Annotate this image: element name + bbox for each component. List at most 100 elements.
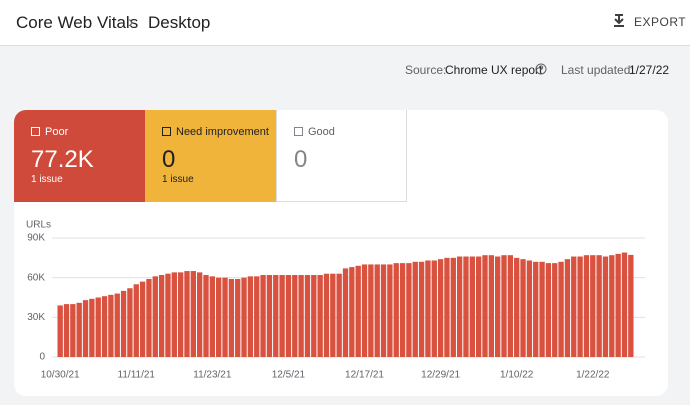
- source-label: Source:: [405, 63, 447, 77]
- bar: [399, 263, 406, 357]
- bar: [482, 255, 488, 357]
- checkbox[interactable]: [31, 127, 40, 136]
- export-icon[interactable]: [612, 14, 626, 28]
- bar: [596, 255, 602, 357]
- bar: [209, 276, 216, 357]
- bar: [114, 293, 120, 357]
- tile-issues: 1 issue: [162, 174, 194, 185]
- x-tick-label: 11/11/21: [118, 370, 156, 381]
- bar: [196, 272, 203, 357]
- bar: [336, 273, 342, 357]
- bar: [621, 252, 628, 357]
- bar: [171, 272, 177, 357]
- bar: [380, 264, 387, 357]
- good-tile[interactable]: Good 0: [276, 110, 407, 202]
- bar: [127, 288, 133, 357]
- y-axis-label: URLs: [26, 220, 51, 231]
- bar: [450, 257, 456, 357]
- top-bar: [0, 0, 690, 46]
- bar: [495, 256, 501, 357]
- bar: [216, 277, 222, 357]
- bar: [374, 264, 380, 357]
- bar: [418, 261, 425, 357]
- bar: [184, 271, 190, 357]
- bar: [488, 255, 495, 357]
- chart: URLs 0 30K 60K 90K 10/30/21 11/11/21 11/23/21 1…: [26, 220, 645, 381]
- bar: [602, 256, 609, 357]
- bar: [526, 260, 533, 357]
- need-improvement-tile[interactable]: Need improvement 0 1 issue: [145, 110, 276, 202]
- bar: [158, 275, 165, 357]
- y-tick-label: 0: [39, 352, 45, 363]
- bar: [342, 268, 349, 357]
- bar: [241, 277, 247, 357]
- bar: [70, 304, 76, 357]
- bar: [425, 260, 431, 357]
- y-tick-label: 30K: [27, 312, 45, 323]
- bar: [317, 275, 323, 357]
- bar: [558, 261, 564, 357]
- bar: [266, 275, 273, 357]
- checkbox[interactable]: [294, 127, 303, 136]
- bar: [387, 264, 393, 357]
- tile-value: 0: [294, 146, 308, 173]
- bar: [101, 296, 108, 357]
- export-button[interactable]: EXPORT: [634, 15, 687, 29]
- bar: [406, 263, 412, 357]
- bar: [514, 257, 520, 357]
- bar: [577, 256, 583, 357]
- bar: [63, 304, 70, 357]
- bar: [82, 300, 89, 357]
- tile-issues: 1 issue: [31, 174, 63, 185]
- bar: [539, 261, 545, 357]
- breadcrumb-root[interactable]: Core Web Vitals: [16, 13, 139, 32]
- bar: [235, 278, 241, 357]
- checkbox[interactable]: [162, 127, 171, 136]
- bar: [298, 275, 304, 357]
- tile-value: 0: [162, 146, 176, 173]
- bar: [393, 263, 399, 357]
- poor-tile[interactable]: Poor 77.2K 1 issue: [14, 110, 145, 202]
- bar: [615, 253, 621, 357]
- tile-label: Need improvement: [176, 126, 269, 138]
- bar: [469, 256, 475, 357]
- bar: [254, 276, 260, 357]
- y-tick-label: 60K: [27, 272, 45, 283]
- bar: [203, 275, 209, 357]
- bar: [355, 265, 361, 357]
- x-tick-label: 12/17/21: [345, 370, 384, 381]
- bar: [609, 255, 615, 357]
- x-tick-label: 10/30/21: [41, 370, 80, 381]
- bar: [279, 275, 285, 357]
- bar: [361, 264, 368, 357]
- updated-label: Last updated:: [561, 63, 634, 77]
- bar: [165, 273, 171, 357]
- bar: [533, 261, 539, 357]
- x-tick-label: 1/10/22: [500, 370, 534, 381]
- bar: [292, 275, 298, 357]
- bar: [260, 275, 266, 357]
- bar: [323, 273, 330, 357]
- bar: [475, 256, 482, 357]
- bar: [108, 294, 114, 357]
- x-tick-label: 1/22/22: [576, 370, 610, 381]
- help-icon[interactable]: [535, 63, 547, 75]
- breadcrumb-sep: ›: [128, 12, 134, 31]
- bar: [247, 276, 254, 357]
- x-tick-label: 12/29/21: [421, 370, 460, 381]
- bar: [190, 271, 196, 357]
- bar: [456, 256, 463, 357]
- bar: [444, 257, 450, 357]
- x-tick-label: 12/5/21: [272, 370, 306, 381]
- bar: [501, 255, 507, 357]
- tile-label: Poor: [45, 126, 69, 138]
- bar: [564, 259, 571, 357]
- bar: [628, 254, 634, 357]
- bar: [89, 298, 95, 357]
- bar: [571, 256, 577, 357]
- bar: [412, 261, 418, 357]
- bar: [177, 272, 184, 357]
- updated: 1/27/22: [629, 63, 670, 77]
- source: Chrome UX report: [445, 63, 543, 77]
